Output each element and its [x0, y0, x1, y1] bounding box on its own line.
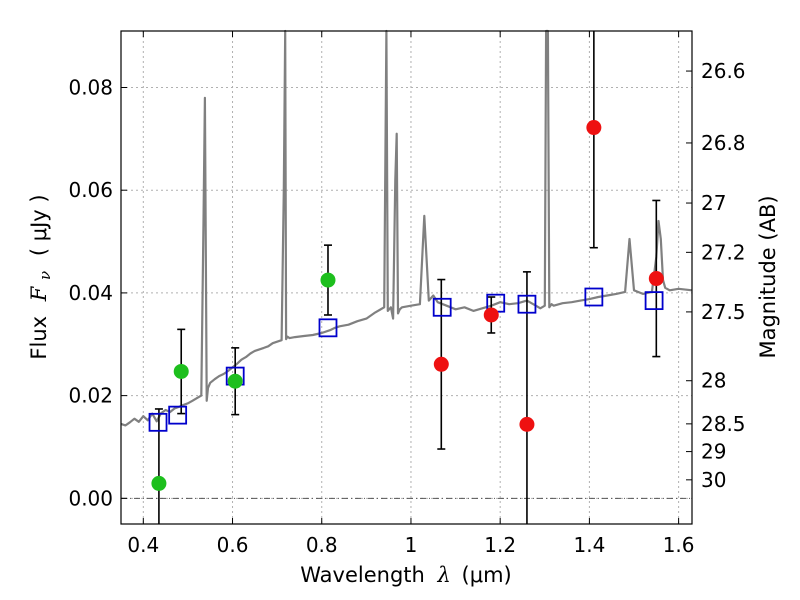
model-photometry-point	[644, 291, 664, 311]
model-photometry-point	[584, 287, 604, 307]
y-tick-label: 0.08	[68, 75, 113, 99]
x-tick-label: 1.6	[663, 533, 695, 557]
hst-photometry-point	[320, 272, 336, 288]
hst-photometry-point	[151, 475, 167, 491]
marker-layer	[148, 120, 664, 491]
mag-tick-label: 28.5	[701, 412, 746, 436]
y-tick-label: 0.06	[68, 178, 113, 202]
x-tick-label: 0.8	[306, 533, 338, 557]
mag-tick-label: 26.8	[701, 131, 746, 155]
mag-tick-label: 30	[701, 468, 726, 492]
model-photometry-point	[318, 318, 338, 338]
errorbar-layer	[154, 31, 661, 524]
sed-spectrum-line	[120, 29, 693, 427]
nircam-photometry-point	[586, 120, 602, 136]
y-tick-label: 0.00	[68, 486, 113, 510]
y-axis-label-subscript: ν	[36, 271, 54, 280]
model-photometry-point	[517, 294, 537, 314]
mag-tick-label: 28	[701, 369, 726, 393]
hst-photometry-point	[173, 363, 189, 379]
plot-frame	[120, 30, 693, 525]
y-axis-label: Flux F ν ( μJy )	[27, 194, 55, 359]
y2-axis-label: Magnitude (AB)	[756, 195, 780, 358]
grid-layer	[121, 31, 692, 524]
mag-tick-label: 27	[701, 191, 726, 215]
x-tick-label: 0.4	[127, 533, 159, 557]
nircam-photometry-point	[483, 307, 499, 323]
x-axis-label-text: Wavelength	[300, 563, 425, 587]
y-tick-label: 0.04	[68, 281, 113, 305]
mag-tick-label: 27.5	[701, 300, 746, 324]
nircam-photometry-point	[519, 416, 535, 432]
y-tick-label: 0.02	[68, 384, 113, 408]
x-axis-label-unit: (μm)	[462, 563, 512, 587]
x-tick-label: 1.2	[484, 533, 516, 557]
x-axis-label: Wavelength λ (μm)	[300, 563, 511, 587]
nircam-photometry-point	[433, 356, 449, 372]
tick-layer: 0.4 0.6 0.8 1 1.2 1.4 1.6 0.00 0.02 0.04 0.06 0.08 2…	[68, 31, 746, 557]
model-photometry-point	[148, 412, 168, 432]
mag-tick-label: 26.6	[701, 59, 746, 83]
x-tick-label: 0.6	[217, 533, 249, 557]
x-axis-label-symbol: λ	[437, 563, 451, 587]
y-axis-label-symbol: F	[27, 285, 51, 302]
x-tick-label: 1	[405, 533, 418, 557]
mag-tick-label: 27.2	[701, 240, 746, 264]
model-photometry-point	[432, 297, 452, 317]
nircam-photometry-point	[648, 271, 664, 287]
model-photometry-point	[168, 405, 188, 425]
y-axis-label-text: Flux	[27, 316, 51, 360]
hst-photometry-point	[227, 373, 243, 389]
mag-tick-label: 29	[701, 440, 726, 464]
sed-layer	[120, 29, 693, 427]
x-tick-label: 1.4	[573, 533, 605, 557]
y-axis-label-unit: ( μJy )	[27, 194, 51, 256]
